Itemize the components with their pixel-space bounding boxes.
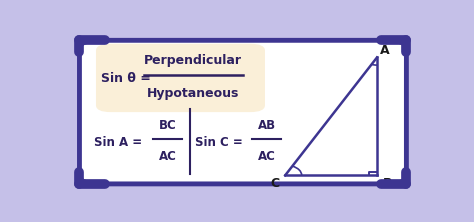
Text: AC: AC	[258, 150, 276, 163]
FancyBboxPatch shape	[96, 44, 265, 112]
Text: Hypotaneous: Hypotaneous	[147, 87, 239, 100]
Text: Sin C =: Sin C =	[195, 136, 247, 149]
Text: B: B	[383, 177, 392, 190]
Text: BC: BC	[159, 119, 176, 132]
Text: C: C	[270, 177, 280, 190]
Text: AB: AB	[258, 119, 276, 132]
Text: AC: AC	[159, 150, 176, 163]
Text: Sin θ =: Sin θ =	[101, 72, 156, 85]
FancyBboxPatch shape	[80, 40, 406, 184]
Text: Sin A =: Sin A =	[94, 136, 146, 149]
Text: Perpendicular: Perpendicular	[144, 54, 242, 67]
Text: A: A	[380, 44, 390, 57]
